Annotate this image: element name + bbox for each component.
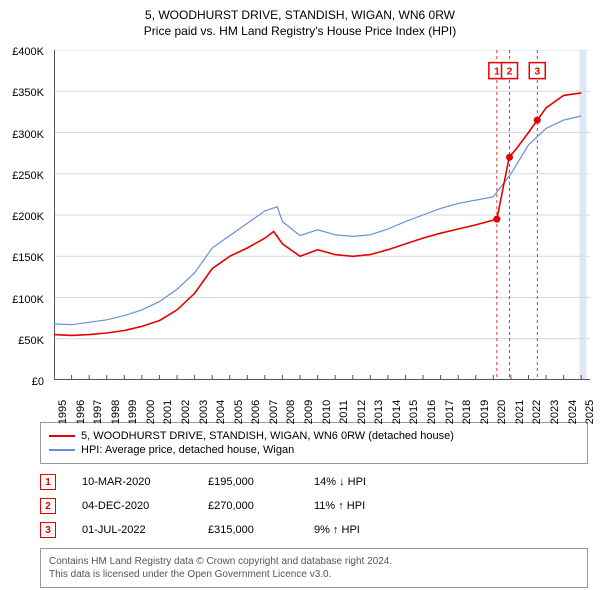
line-chart-svg: 12 3 bbox=[54, 50, 590, 380]
marker-date: 01-JUL-2022 bbox=[82, 524, 182, 536]
legend-label: 5, WOODHURST DRIVE, STANDISH, WIGAN, WN6… bbox=[81, 430, 454, 442]
x-tick-label: 2012 bbox=[356, 400, 368, 424]
x-tick-label: 2010 bbox=[321, 400, 333, 424]
x-tick-label: 2014 bbox=[391, 400, 403, 424]
marker-table: 1 10-MAR-2020 £195,000 14% ↓ HPI 2 04-DEC-202… bbox=[40, 470, 588, 542]
marker-table-row: 2 04-DEC-2020 £270,000 11% ↑ HPI bbox=[40, 494, 588, 518]
legend-row: 5, WOODHURST DRIVE, STANDISH, WIGAN, WN6… bbox=[49, 429, 579, 443]
x-tick-label: 2001 bbox=[162, 400, 174, 424]
marker-num-box: 1 bbox=[40, 474, 56, 490]
marker-num-box: 3 bbox=[40, 522, 56, 538]
x-tick-label: 1995 bbox=[57, 400, 69, 424]
x-tick-label: 2020 bbox=[496, 400, 508, 424]
x-tick-label: 2022 bbox=[531, 400, 543, 424]
x-tick-label: 2008 bbox=[285, 400, 297, 424]
y-tick-label: £0 bbox=[32, 376, 44, 388]
x-tick-label: 2016 bbox=[426, 400, 438, 424]
x-tick-label: 2025 bbox=[584, 400, 596, 424]
x-tick-label: 1999 bbox=[127, 400, 139, 424]
x-tick-label: 2023 bbox=[549, 400, 561, 424]
chart-container: 5, WOODHURST DRIVE, STANDISH, WIGAN, WN6… bbox=[0, 0, 600, 590]
x-tick-label: 2017 bbox=[444, 400, 456, 424]
footer-line2: This data is licensed under the Open Gov… bbox=[49, 568, 579, 581]
marker-price: £270,000 bbox=[208, 500, 288, 512]
legend-swatch bbox=[49, 449, 75, 451]
x-tick-label: 1997 bbox=[92, 400, 104, 424]
title-subtitle: Price paid vs. HM Land Registry's House … bbox=[0, 24, 600, 38]
x-tick-label: 2015 bbox=[408, 400, 420, 424]
x-tick-label: 2000 bbox=[145, 400, 157, 424]
title-block: 5, WOODHURST DRIVE, STANDISH, WIGAN, WN6… bbox=[0, 0, 600, 42]
y-tick-label: £300K bbox=[12, 129, 44, 141]
y-tick-label: £200K bbox=[12, 211, 44, 223]
marker-diff: 9% ↑ HPI bbox=[314, 524, 394, 536]
y-tick-label: £350K bbox=[12, 87, 44, 99]
x-tick-label: 2018 bbox=[461, 400, 473, 424]
legend-label: HPI: Average price, detached house, Wiga… bbox=[81, 444, 294, 456]
y-tick-label: £150K bbox=[12, 252, 44, 264]
marker-date: 04-DEC-2020 bbox=[82, 500, 182, 512]
svg-text:1: 1 bbox=[494, 67, 500, 78]
legend-swatch bbox=[49, 435, 75, 437]
marker-diff: 11% ↑ HPI bbox=[314, 500, 394, 512]
chart-area: 12 3 bbox=[54, 50, 590, 380]
x-tick-label: 2009 bbox=[303, 400, 315, 424]
x-tick-label: 1996 bbox=[75, 400, 87, 424]
legend-row: HPI: Average price, detached house, Wiga… bbox=[49, 443, 579, 457]
y-tick-label: £50K bbox=[18, 335, 44, 347]
x-tick-label: 2024 bbox=[567, 400, 579, 424]
marker-num-box: 2 bbox=[40, 498, 56, 514]
y-axis-labels: £0£50K£100K£150K£200K£250K£300K£350K£400… bbox=[0, 52, 50, 382]
x-tick-label: 2004 bbox=[215, 400, 227, 424]
marker-diff: 14% ↓ HPI bbox=[314, 476, 394, 488]
legend-box: 5, WOODHURST DRIVE, STANDISH, WIGAN, WN6… bbox=[40, 422, 588, 464]
x-tick-label: 2002 bbox=[180, 400, 192, 424]
y-tick-label: £400K bbox=[12, 46, 44, 58]
marker-table-row: 1 10-MAR-2020 £195,000 14% ↓ HPI bbox=[40, 470, 588, 494]
x-tick-label: 2011 bbox=[338, 400, 350, 424]
footer-line1: Contains HM Land Registry data © Crown c… bbox=[49, 555, 579, 568]
x-tick-label: 2019 bbox=[479, 400, 491, 424]
x-tick-label: 1998 bbox=[110, 400, 122, 424]
x-tick-label: 2005 bbox=[233, 400, 245, 424]
svg-text:2: 2 bbox=[507, 67, 513, 78]
x-tick-label: 2013 bbox=[373, 400, 385, 424]
svg-text:3: 3 bbox=[534, 67, 540, 78]
footer-box: Contains HM Land Registry data © Crown c… bbox=[40, 548, 588, 588]
marker-price: £315,000 bbox=[208, 524, 288, 536]
marker-table-row: 3 01-JUL-2022 £315,000 9% ↑ HPI bbox=[40, 518, 588, 542]
x-tick-label: 2003 bbox=[198, 400, 210, 424]
x-tick-label: 2007 bbox=[268, 400, 280, 424]
marker-date: 10-MAR-2020 bbox=[82, 476, 182, 488]
x-tick-label: 2021 bbox=[514, 400, 526, 424]
x-axis-labels: 1995199619971998199920002001200220032004… bbox=[54, 380, 590, 416]
marker-price: £195,000 bbox=[208, 476, 288, 488]
x-tick-label: 2006 bbox=[250, 400, 262, 424]
y-tick-label: £100K bbox=[12, 294, 44, 306]
y-tick-label: £250K bbox=[12, 170, 44, 182]
title-address: 5, WOODHURST DRIVE, STANDISH, WIGAN, WN6… bbox=[0, 8, 600, 22]
